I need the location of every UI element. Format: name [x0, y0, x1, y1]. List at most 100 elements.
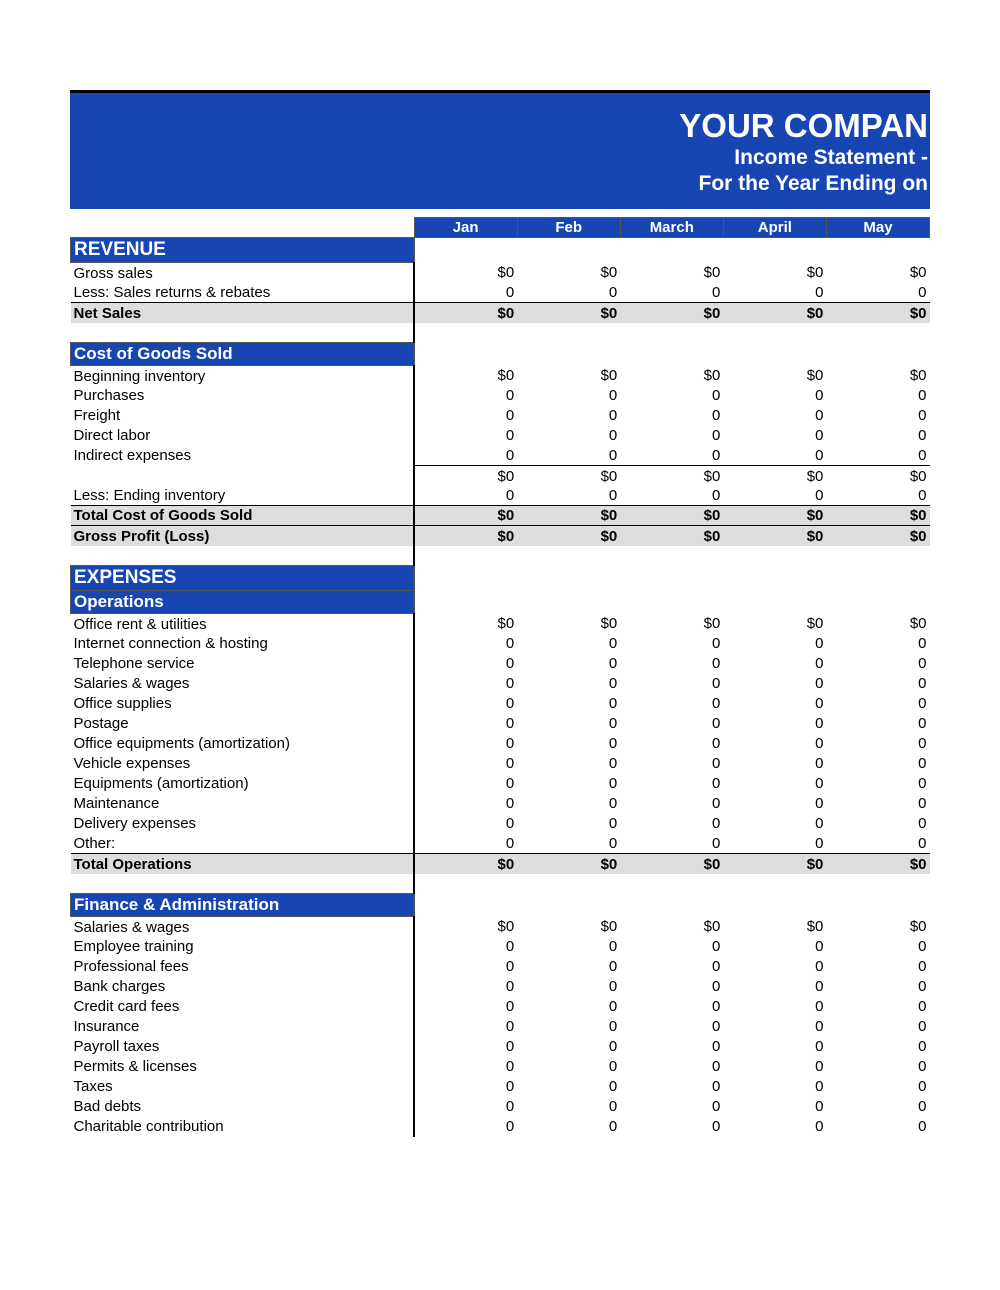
cell: 0	[517, 1077, 620, 1097]
cell: 0	[723, 734, 826, 754]
cell: $0	[723, 263, 826, 283]
cell: 0	[517, 957, 620, 977]
cell: 0	[826, 714, 929, 734]
cell: 0	[414, 1097, 517, 1117]
income-statement-page: YOUR COMPAN Income Statement - For the Y…	[0, 0, 1000, 1177]
cell: $0	[723, 466, 826, 486]
row-label: Equipments (amortization)	[71, 774, 415, 794]
cell: 0	[414, 426, 517, 446]
cell: 0	[723, 674, 826, 694]
cell: 0	[620, 957, 723, 977]
row-label: Employee training	[71, 937, 415, 957]
cell	[517, 591, 620, 614]
line-row: Office supplies00000	[71, 694, 930, 714]
row-label: Other:	[71, 834, 415, 854]
cell: 0	[723, 997, 826, 1017]
doc-title: Income Statement -	[70, 145, 930, 171]
cell: $0	[826, 614, 929, 634]
operations-total: Total Operations$0$0$0$0$0	[71, 854, 930, 874]
row-label: Delivery expenses	[71, 814, 415, 834]
cell: 0	[517, 937, 620, 957]
line-row: Gross sales$0$0$0$0$0	[71, 263, 930, 283]
cell	[723, 343, 826, 366]
month-col: March	[620, 218, 723, 238]
cell: 0	[723, 937, 826, 957]
cell	[826, 591, 929, 614]
row-label: Charitable contribution	[71, 1117, 415, 1137]
cell: 0	[826, 674, 929, 694]
month-col: Feb	[517, 218, 620, 238]
cell: 0	[620, 446, 723, 466]
spacer-row	[71, 874, 930, 894]
cell	[723, 566, 826, 591]
cell: 0	[620, 283, 723, 303]
line-row: Freight00000	[71, 406, 930, 426]
cell	[414, 566, 517, 591]
cell	[620, 343, 723, 366]
line-row: Vehicle expenses00000	[71, 754, 930, 774]
line-row: Less: Sales returns & rebates00000	[71, 283, 930, 303]
cell: 0	[620, 977, 723, 997]
cell: 0	[517, 754, 620, 774]
cell: 0	[826, 957, 929, 977]
cell: 0	[517, 283, 620, 303]
cell: 0	[620, 1017, 723, 1037]
row-label: Net Sales	[71, 303, 415, 323]
cell: $0	[620, 366, 723, 386]
row-label: Permits & licenses	[71, 1057, 415, 1077]
cell: 0	[826, 937, 929, 957]
cell: $0	[723, 303, 826, 323]
cell: 0	[723, 794, 826, 814]
cell: 0	[723, 1057, 826, 1077]
section-header: Cost of Goods Sold	[71, 343, 930, 366]
cell: 0	[723, 977, 826, 997]
cell: 0	[826, 446, 929, 466]
cell: 0	[414, 1117, 517, 1137]
cell: 0	[620, 1077, 723, 1097]
row-label: Vehicle expenses	[71, 754, 415, 774]
cell: 0	[517, 1017, 620, 1037]
cell: 0	[723, 283, 826, 303]
company-name: YOUR COMPAN	[70, 107, 930, 145]
cell: 0	[517, 714, 620, 734]
cell: 0	[517, 794, 620, 814]
cell	[414, 343, 517, 366]
cell: 0	[826, 1017, 929, 1037]
line-row: Bad debts00000	[71, 1097, 930, 1117]
cell: 0	[517, 834, 620, 854]
cell: $0	[517, 854, 620, 874]
line-row: Postage00000	[71, 714, 930, 734]
cell: 0	[620, 694, 723, 714]
line-row: Taxes00000	[71, 1077, 930, 1097]
line-row: Indirect expenses00000	[71, 446, 930, 466]
line-row: Credit card fees00000	[71, 997, 930, 1017]
row-label: Bank charges	[71, 977, 415, 997]
cell: 0	[517, 1117, 620, 1137]
cell: $0	[414, 614, 517, 634]
gross-profit: Gross Profit (Loss)$0$0$0$0$0	[71, 526, 930, 546]
cell: 0	[517, 426, 620, 446]
cell: 0	[414, 957, 517, 977]
cell: $0	[517, 614, 620, 634]
cell: 0	[620, 997, 723, 1017]
cell: 0	[620, 1037, 723, 1057]
cell: 0	[414, 834, 517, 854]
cell: 0	[723, 754, 826, 774]
cell	[826, 343, 929, 366]
cell: 0	[414, 674, 517, 694]
cell: $0	[517, 526, 620, 546]
cell: 0	[826, 734, 929, 754]
line-row: Delivery expenses00000	[71, 814, 930, 834]
cell: 0	[826, 794, 929, 814]
cell: $0	[414, 854, 517, 874]
cell	[826, 238, 929, 263]
cell: $0	[620, 263, 723, 283]
cell: 0	[826, 834, 929, 854]
cell: 0	[826, 1077, 929, 1097]
row-label: Beginning inventory	[71, 366, 415, 386]
cell: 0	[517, 997, 620, 1017]
cell: $0	[414, 917, 517, 937]
row-label: Credit card fees	[71, 997, 415, 1017]
row-label: Total Cost of Goods Sold	[71, 506, 415, 526]
cell: 0	[826, 386, 929, 406]
